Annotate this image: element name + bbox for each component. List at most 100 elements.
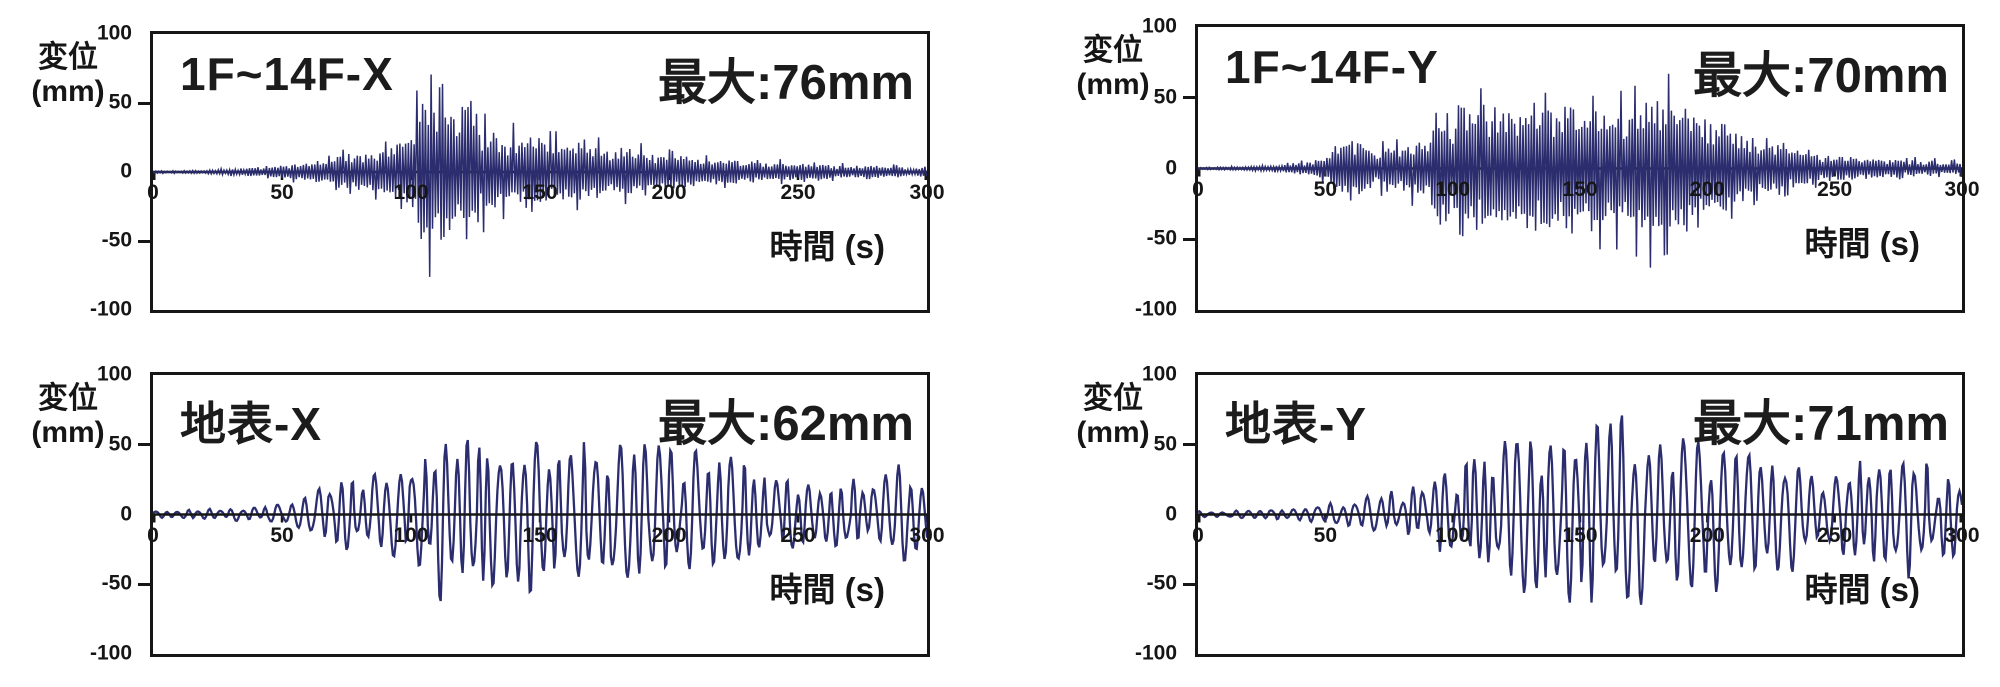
x-tick-mark bbox=[409, 514, 413, 523]
y-tick-mark bbox=[1183, 96, 1196, 100]
y-tick-label: 50 bbox=[108, 432, 132, 456]
x-axis-label: 時間 (s) bbox=[769, 228, 886, 265]
waveform-plot bbox=[153, 74, 927, 277]
series-title: 地表-X bbox=[180, 398, 322, 450]
zero-axis-line bbox=[153, 513, 927, 516]
y-axis-unit: (mm) bbox=[1076, 67, 1150, 101]
x-tick-label: 300 bbox=[909, 523, 945, 547]
x-tick-label: 150 bbox=[1562, 523, 1598, 547]
y-tick-label: 50 bbox=[1153, 85, 1177, 109]
x-tick-mark bbox=[1198, 168, 1201, 177]
x-tick-label: 100 bbox=[1435, 177, 1471, 201]
waveform-plot bbox=[1198, 73, 1962, 268]
x-tick-label: 250 bbox=[780, 181, 816, 204]
y-tick-label: 0 bbox=[120, 502, 132, 526]
x-tick-label: 300 bbox=[909, 181, 945, 204]
y-axis-unit: (mm) bbox=[1076, 415, 1150, 449]
x-tick-label: 50 bbox=[270, 523, 294, 547]
x-tick-label: 300 bbox=[1944, 177, 1980, 201]
y-axis-label: 変位 (mm) bbox=[4, 41, 132, 108]
y-tick-mark bbox=[138, 443, 151, 447]
x-tick-mark bbox=[280, 514, 284, 523]
y-tick-label: 50 bbox=[108, 90, 132, 114]
plot-area: 1F~14F-Y 最大:70mm 時間 (s) 0 50 100 150 200 250 3… bbox=[1192, 24, 1980, 313]
y-tick-label: 0 bbox=[1165, 156, 1177, 180]
y-axis-label-text: 変位 bbox=[38, 41, 98, 74]
y-tick-mark bbox=[1183, 443, 1196, 447]
y-tick-mark bbox=[1183, 582, 1196, 586]
x-axis-label: 時間 (s) bbox=[769, 570, 886, 608]
x-tick-label: 50 bbox=[1313, 523, 1338, 547]
series-title: 1F~14F-Y bbox=[1225, 41, 1439, 93]
displacement-trace bbox=[1198, 415, 1962, 605]
displacement-trace bbox=[153, 74, 927, 277]
y-tick-label: -100 bbox=[1134, 297, 1177, 321]
y-axis-label-text: 変位 bbox=[1083, 382, 1143, 415]
x-tick-label: 200 bbox=[651, 181, 687, 204]
y-axis-unit: (mm) bbox=[31, 74, 105, 108]
x-tick-mark bbox=[1451, 514, 1454, 523]
max-value-label: 最大:70mm bbox=[1693, 49, 1949, 103]
x-tick-mark bbox=[1198, 514, 1201, 523]
max-value-label: 最大:76mm bbox=[658, 56, 914, 110]
waveform-plot bbox=[153, 439, 927, 602]
y-axis-label-text: 変位 bbox=[1083, 34, 1143, 67]
y-tick-label: -50 bbox=[1146, 571, 1177, 595]
x-tick-label: 250 bbox=[1817, 523, 1853, 547]
y-tick-label: -50 bbox=[101, 228, 132, 252]
x-tick-label: 0 bbox=[147, 523, 159, 547]
x-tick-label: 300 bbox=[1944, 523, 1980, 547]
plot-area: 地表-X 最大:62mm 時間 (s) 0 50 100 150 200 250 300 bbox=[147, 372, 945, 657]
x-tick-label: 100 bbox=[393, 523, 429, 547]
y-tick-label: -50 bbox=[1146, 226, 1177, 250]
x-tick-label: 0 bbox=[1192, 177, 1204, 201]
y-tick-label: 100 bbox=[1141, 362, 1177, 386]
y-tick-label: -100 bbox=[1134, 641, 1177, 665]
y-axis-label-text: 変位 bbox=[38, 382, 98, 415]
y-tick-mark bbox=[1183, 237, 1196, 241]
x-tick-label: 100 bbox=[393, 181, 429, 204]
y-tick-label: 100 bbox=[96, 21, 132, 45]
y-tick-label: 0 bbox=[120, 159, 132, 183]
x-tick-label: 0 bbox=[147, 181, 159, 204]
x-tick-label: 150 bbox=[1562, 177, 1598, 201]
series-title: 地表-Y bbox=[1225, 398, 1367, 450]
y-axis-label: 変位 (mm) bbox=[4, 382, 132, 449]
y-tick-label: 0 bbox=[1165, 502, 1177, 526]
y-axis-label: 変位 (mm) bbox=[1049, 34, 1177, 101]
x-tick-label: 50 bbox=[1313, 177, 1338, 201]
y-tick-label: -100 bbox=[89, 641, 132, 665]
y-tick-label: 100 bbox=[96, 362, 132, 386]
y-tick-label: 50 bbox=[1153, 432, 1177, 456]
plot-area: 地表-Y 最大:71mm 時間 (s) 0 50 100 150 200 250 300 bbox=[1192, 372, 1980, 657]
y-tick-mark bbox=[138, 582, 151, 586]
x-tick-label: 150 bbox=[522, 181, 558, 204]
x-tick-mark bbox=[1959, 514, 1962, 523]
max-value-label: 最大:71mm bbox=[1693, 397, 1949, 451]
y-tick-label: -100 bbox=[89, 297, 132, 321]
x-axis-label: 時間 (s) bbox=[1804, 224, 1921, 262]
x-tick-label: 200 bbox=[1689, 523, 1725, 547]
y-tick-mark bbox=[138, 101, 151, 105]
y-tick-label: -50 bbox=[101, 571, 132, 595]
y-tick-label: 100 bbox=[1141, 14, 1177, 38]
x-tick-label: 0 bbox=[1192, 523, 1204, 547]
x-tick-label: 250 bbox=[1817, 177, 1853, 201]
max-value-label: 最大:62mm bbox=[658, 397, 914, 451]
x-tick-label: 150 bbox=[522, 523, 558, 547]
plot-area: 1F~14F-X 最大:76mm 時間 (s) 0 50 100 150 200 250 3… bbox=[147, 31, 945, 313]
x-tick-mark bbox=[796, 514, 800, 523]
x-tick-mark bbox=[153, 514, 156, 523]
x-tick-label: 250 bbox=[780, 523, 816, 547]
x-tick-label: 200 bbox=[1689, 177, 1725, 201]
x-tick-mark bbox=[153, 172, 156, 180]
x-tick-label: 100 bbox=[1435, 523, 1471, 547]
x-tick-mark bbox=[1833, 514, 1836, 523]
zero-axis-line bbox=[1198, 513, 1962, 516]
waveform-plot bbox=[1198, 415, 1962, 605]
